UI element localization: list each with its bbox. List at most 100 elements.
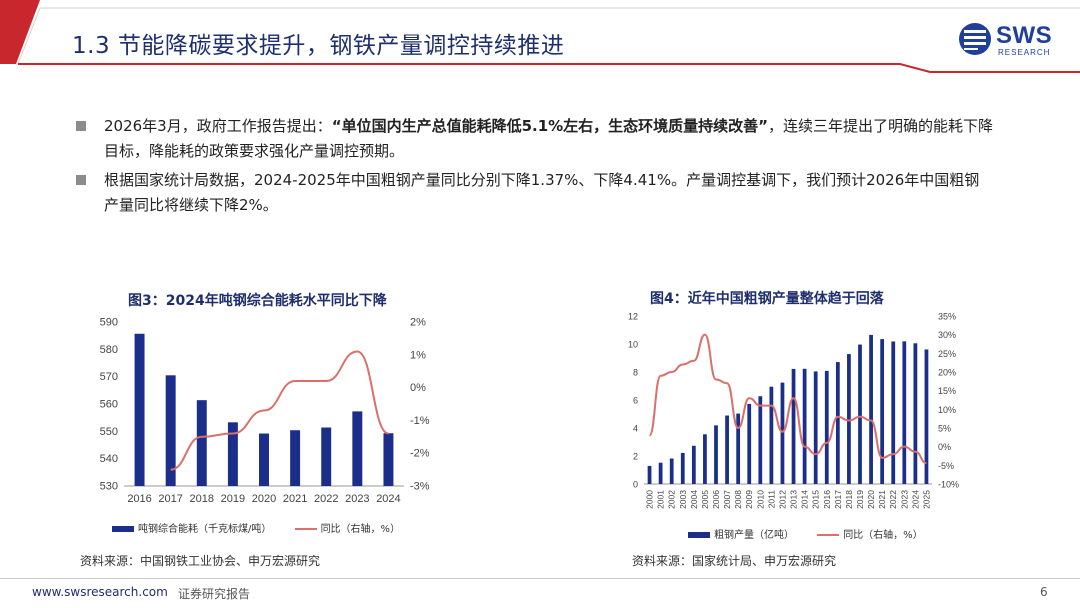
chart1-legend-bar: 吨钢综合能耗（千克标煤/吨） xyxy=(138,524,272,535)
legend-bar-swatch xyxy=(112,526,134,532)
y-right-tick-label: -2% xyxy=(410,448,430,460)
yoy-line xyxy=(648,333,927,465)
bar xyxy=(290,430,301,486)
x-tick-label: 2024 xyxy=(910,490,920,509)
bar xyxy=(714,425,718,484)
y-left-tick-label: 4 xyxy=(633,424,638,434)
y-left-tick-label: 12 xyxy=(628,312,638,322)
bar xyxy=(813,371,818,484)
bar xyxy=(134,333,145,486)
y-right-tick-label: 1% xyxy=(410,349,426,361)
y-left-tick-label: 580 xyxy=(100,344,118,356)
x-tick-label: 2019 xyxy=(855,490,865,509)
chart2-crude-steel-output: 12 10 8 6 4 2 0 35% 30% 25% 20% 15% 10% 5% 0% -5% -10% 20… xyxy=(628,312,959,509)
x-tick-label: 2002 xyxy=(667,490,677,509)
bullet-1-bold: “单位国内生产总值能耗降低5.1%左右，生态环境质量持续改善” xyxy=(331,117,769,135)
chart2-title: 图4：近年中国粗钢产量整体趋于回落 xyxy=(650,291,884,307)
y-right-tick-label: 10% xyxy=(938,405,956,415)
bullet-square-icon xyxy=(76,121,86,131)
bullet-square-icon xyxy=(76,175,86,185)
bar xyxy=(165,375,176,486)
y-left-tick-label: 530 xyxy=(100,481,118,493)
bar xyxy=(758,396,763,484)
x-tick-label: 2022 xyxy=(888,490,898,509)
bar xyxy=(835,362,840,484)
bar xyxy=(736,413,741,484)
y-right-tick-label: 0% xyxy=(410,382,426,394)
y-left-tick-label: 570 xyxy=(100,371,118,383)
x-tick-label: 2004 xyxy=(689,490,699,509)
bar xyxy=(196,400,207,486)
bullet-item-2: 根据国家统计局数据，2024-2025年中国粗钢产量同比分别下降1.37%、下降… xyxy=(74,168,994,218)
bar xyxy=(747,403,752,484)
y-right-tick-label: 0% xyxy=(938,442,951,452)
y-right-tick-label: 20% xyxy=(938,368,956,378)
x-tick-label: 2020 xyxy=(866,490,876,509)
logo-text: SWS xyxy=(996,22,1053,49)
footer-url-link[interactable]: www.swsresearch.com xyxy=(32,585,168,599)
bar xyxy=(769,386,774,484)
chart2-source: 资料来源：国家统计局、申万宏源研究 xyxy=(632,554,837,568)
chart1-legend: 吨钢综合能耗（千克标煤/吨） 同比（右轴，%） xyxy=(112,520,400,535)
bar xyxy=(669,458,674,484)
y-left-tick-label: 560 xyxy=(100,399,118,411)
sws-logo-mark-icon xyxy=(959,23,991,55)
bar xyxy=(824,370,829,484)
legend-line-swatch xyxy=(294,528,317,530)
y-right-tick-label: 30% xyxy=(938,330,956,340)
x-tick-label: 2012 xyxy=(777,490,787,509)
bar xyxy=(383,433,394,486)
x-tick-label: 2021 xyxy=(877,490,887,509)
x-tick-label: 2019 xyxy=(221,493,245,505)
x-tick-label: 2017 xyxy=(833,490,843,509)
y-right-tick-label: 5% xyxy=(938,424,951,434)
x-tick-label: 2007 xyxy=(722,490,732,509)
bar xyxy=(847,354,851,484)
bullet-list: 2026年3月，政府工作报告提出：“单位国内生产总值能耗降低5.1%左右，生态环… xyxy=(74,114,994,222)
x-tick-label: 2018 xyxy=(190,493,214,505)
bar xyxy=(880,339,885,484)
sws-logo: SWS RESEARCH xyxy=(958,22,1058,62)
chart1-title: 图3：2024年吨钢综合能耗水平同比下降 xyxy=(128,293,387,309)
y-right-tick-label: 35% xyxy=(938,312,956,322)
y-right-tick-label: -3% xyxy=(410,481,430,493)
y-left-tick-label: 540 xyxy=(100,453,118,465)
chart2-legend-bar: 粗钢产量（亿吨） xyxy=(714,530,794,541)
bar xyxy=(691,445,696,484)
y-right-tick-label: 2% xyxy=(410,317,426,329)
y-right-tick-label: -5% xyxy=(938,461,954,471)
x-tick-label: 2005 xyxy=(700,490,710,509)
header-decoration xyxy=(0,0,1080,80)
bar xyxy=(703,434,707,484)
bar xyxy=(658,462,663,484)
x-tick-label: 2018 xyxy=(844,490,854,509)
logo-subtext: RESEARCH xyxy=(998,48,1051,57)
y-left-tick-label: 6 xyxy=(633,396,638,406)
header-red-accent xyxy=(0,0,40,80)
x-tick-label: 2014 xyxy=(800,490,810,509)
x-tick-label: 2015 xyxy=(811,490,821,509)
x-tick-label: 2024 xyxy=(376,493,400,505)
bar xyxy=(352,411,363,486)
bar xyxy=(858,344,862,484)
footer-label: 证券研究报告 xyxy=(178,587,251,601)
bar xyxy=(924,349,929,484)
header-red-underline xyxy=(18,63,1080,73)
y-left-tick-label: 550 xyxy=(100,426,118,438)
x-tick-label: 2016 xyxy=(127,493,151,505)
legend-bar-swatch xyxy=(688,532,710,538)
bar xyxy=(321,427,332,486)
bar xyxy=(647,465,652,484)
x-tick-label: 2003 xyxy=(678,490,688,509)
bullet-1-pre: 2026年3月，政府工作报告提出： xyxy=(104,117,332,135)
y-left-tick-label: 0 xyxy=(633,480,638,490)
x-tick-label: 2009 xyxy=(744,490,754,509)
x-tick-label: 2023 xyxy=(345,493,369,505)
y-right-tick-label: -1% xyxy=(410,415,430,427)
x-tick-label: 2021 xyxy=(283,493,307,505)
x-tick-label: 2025 xyxy=(921,490,931,509)
chart1-source: 资料来源：中国钢铁工业协会、申万宏源研究 xyxy=(80,554,321,568)
y-left-tick-label: 2 xyxy=(633,452,638,462)
bar xyxy=(227,422,238,486)
page-header: 1.3 节能降碳要求提升，钢铁产量调控持续推进 SWS RESEARCH xyxy=(0,0,1080,80)
